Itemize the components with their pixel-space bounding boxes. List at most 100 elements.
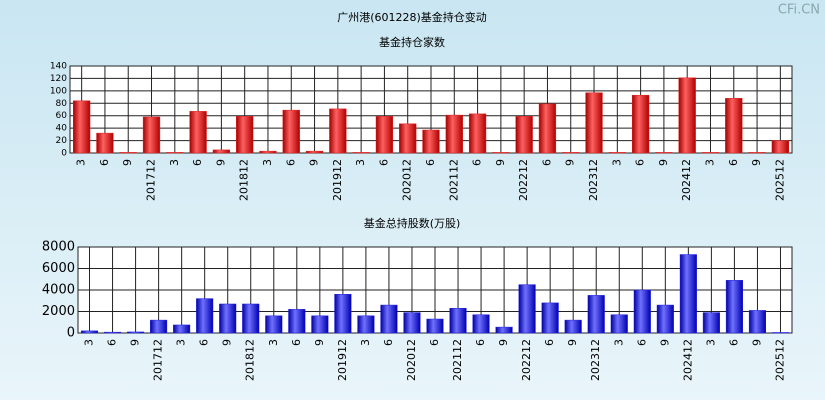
bar [80,330,99,334]
bar [189,111,207,154]
y-tick-label: 6000 [42,261,75,276]
x-tick-label: 6 [727,159,740,166]
bar [212,149,231,154]
bar [96,132,114,154]
bar [357,315,375,334]
x-tick-label: 3 [610,159,623,166]
x-tick-label: 3 [83,339,96,346]
x-tick-label: 3 [75,159,88,166]
bar [445,114,463,154]
x-tick-label: 202212 [517,159,530,201]
chart-title: 基金总持股数(万股) [364,216,461,230]
bar [656,304,674,334]
y-tick-label: 8000 [42,240,75,255]
x-tick-label: 201912 [336,339,349,381]
x-tick-label: 6 [727,339,740,346]
x-tick-label: 6 [198,339,211,346]
x-tick-label: 202412 [680,159,693,201]
bar [399,123,417,154]
y-tick-label: 100 [50,86,67,96]
x-tick-label: 9 [221,339,234,346]
y-tick-label: 40 [56,124,68,134]
x-tick-label: 202112 [447,159,460,201]
x-tick-label: 6 [543,339,556,346]
bar [678,77,696,154]
x-tick-label: 202012 [401,159,414,201]
x-tick-label: 9 [566,339,579,346]
x-tick-label: 202512 [773,339,786,381]
bar [748,152,766,154]
x-tick-label: 3 [703,159,716,166]
page-title: 广州港(601228)基金持仓变动 [337,10,487,24]
bar [655,152,673,154]
bar [562,152,580,154]
bar [449,308,467,334]
bar [352,152,370,154]
bar [375,116,394,154]
y-tick-label: 140 [50,62,67,72]
bar [173,324,191,334]
bar [585,92,603,154]
bar [403,312,421,334]
x-tick-label: 9 [564,159,577,166]
x-tick-label: 9 [494,159,507,166]
y-tick-label: 20 [56,136,68,146]
bar [73,100,91,154]
x-tick-label: 201812 [244,339,257,381]
bar [219,303,237,334]
x-tick-label: 6 [377,159,390,166]
bar [725,280,743,334]
x-tick-label: 3 [267,339,280,346]
x-tick-label: 3 [354,159,367,166]
bar [771,140,789,154]
x-tick-label: 202512 [773,159,786,201]
x-tick-label: 202412 [681,339,694,381]
x-tick-label: 9 [497,339,510,346]
x-tick-label: 6 [635,339,648,346]
bar [679,254,697,334]
bar [150,319,168,334]
x-tick-label: 6 [191,159,204,166]
x-tick-label: 9 [214,159,227,166]
y-tick-label: 120 [50,74,67,84]
bar [725,98,743,154]
bar [518,284,536,334]
bar [196,298,214,334]
watermark: CFi.CN [778,3,820,18]
bar [127,331,145,334]
x-tick-label: 202212 [520,339,533,381]
bar [242,303,260,334]
x-tick-label: 9 [313,339,326,346]
x-tick-label: 201912 [331,159,344,201]
bar [119,152,137,154]
bar [492,152,510,154]
x-tick-label: 3 [612,339,625,346]
x-tick-label: 202312 [589,339,602,381]
bar [380,304,398,334]
x-tick-label: 9 [308,159,321,166]
x-tick-label: 6 [106,339,119,346]
bar [608,152,626,154]
bar [104,331,122,334]
bar [236,116,254,154]
bar [305,150,324,154]
x-tick-label: 3 [704,339,717,346]
x-tick-label: 3 [175,339,188,346]
x-tick-label: 202012 [405,339,418,381]
bar [259,150,277,154]
bar [610,314,628,334]
x-tick-label: 3 [261,159,274,166]
bar [472,314,490,334]
x-tick-label: 201712 [152,339,165,381]
bar [587,295,605,334]
x-tick-label: 3 [359,339,372,346]
y-tick-label: 60 [56,111,68,121]
x-tick-label: 9 [657,159,670,166]
bar [495,326,513,334]
bar [468,113,487,154]
y-tick-label: 0 [67,326,75,341]
bar [422,129,440,154]
x-tick-label: 6 [540,159,553,166]
bar [564,319,582,334]
